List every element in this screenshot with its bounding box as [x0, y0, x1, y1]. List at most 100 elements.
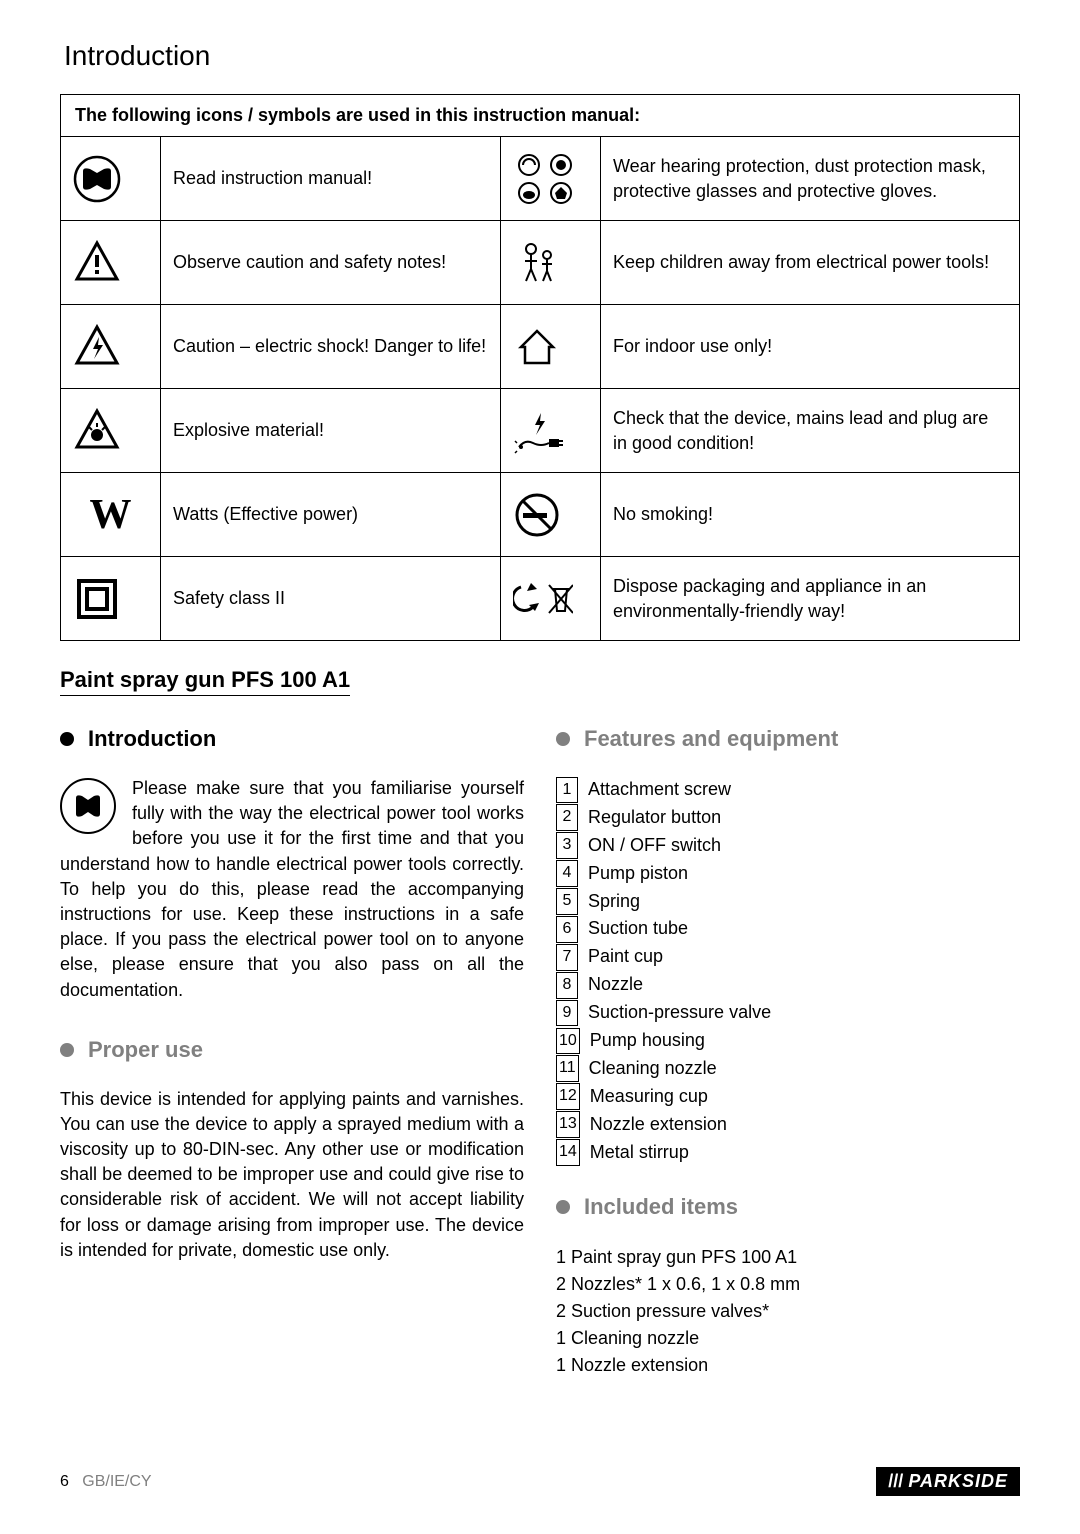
- feature-number: 4: [556, 860, 578, 887]
- symbol-icon: [501, 305, 601, 389]
- included-heading-text: Included items: [584, 1194, 738, 1220]
- table-row: Safety class II Dispose packaging and app…: [61, 557, 1020, 641]
- right-column: Features and equipment 1 Attachment screw…: [556, 726, 1020, 1379]
- features-list: 1 Attachment screw 2 Regulator button 3 ON / …: [556, 776, 1020, 1166]
- footer-region: GB/IE/CY: [82, 1473, 151, 1490]
- symbols-table: The following icons / symbols are used i…: [60, 94, 1020, 641]
- bullet-icon: [556, 1200, 570, 1214]
- symbol-icon: [501, 389, 601, 473]
- symbol-icon: [501, 557, 601, 641]
- intro-heading: Introduction: [60, 726, 524, 752]
- feature-label: Nozzle extension: [590, 1111, 727, 1139]
- symbol-icon: [61, 557, 161, 641]
- symbol-desc: For indoor use only!: [601, 305, 1020, 389]
- features-heading: Features and equipment: [556, 726, 1020, 752]
- symbol-desc: Caution – electric shock! Danger to life…: [161, 305, 501, 389]
- feature-label: Measuring cup: [590, 1083, 708, 1111]
- feature-item: 3 ON / OFF switch: [556, 832, 1020, 860]
- intro-text-block: Please make sure that you familiarise yo…: [60, 776, 524, 1003]
- included-item: 1 Paint spray gun PFS 100 A1: [556, 1244, 1020, 1271]
- footer: 6 GB/IE/CY PARKSIDE: [60, 1467, 1020, 1496]
- feature-item: 12 Measuring cup: [556, 1083, 1020, 1111]
- feature-item: 4 Pump piston: [556, 860, 1020, 888]
- feature-number: 3: [556, 832, 578, 859]
- feature-item: 14 Metal stirrup: [556, 1139, 1020, 1167]
- included-list: 1 Paint spray gun PFS 100 A12 Nozzles* 1…: [556, 1244, 1020, 1379]
- table-row: Explosive material! Check that the device…: [61, 389, 1020, 473]
- symbol-desc: Check that the device, mains lead and pl…: [601, 389, 1020, 473]
- page-number: 6: [60, 1473, 69, 1490]
- table-row: Read instruction manual! Wear hearing pro…: [61, 137, 1020, 221]
- symbol-desc: Explosive material!: [161, 389, 501, 473]
- feature-item: 8 Nozzle: [556, 971, 1020, 999]
- feature-number: 1: [556, 777, 578, 804]
- symbol-icon: [501, 137, 601, 221]
- table-header: The following icons / symbols are used i…: [61, 95, 1020, 137]
- proper-use-text: This device is intended for applying pai…: [60, 1087, 524, 1263]
- feature-number: 13: [556, 1111, 580, 1138]
- feature-number: 9: [556, 1000, 578, 1027]
- feature-item: 6 Suction tube: [556, 915, 1020, 943]
- feature-number: 14: [556, 1139, 580, 1166]
- feature-label: Pump piston: [588, 860, 688, 888]
- feature-label: Attachment screw: [588, 776, 731, 804]
- symbol-icon: W: [61, 473, 161, 557]
- feature-number: 8: [556, 972, 578, 999]
- feature-item: 7 Paint cup: [556, 943, 1020, 971]
- symbol-desc: Dispose packaging and appliance in an en…: [601, 557, 1020, 641]
- symbol-icon: [61, 305, 161, 389]
- feature-item: 1 Attachment screw: [556, 776, 1020, 804]
- table-row: Observe caution and safety notes! Keep ch…: [61, 221, 1020, 305]
- proper-use-heading: Proper use: [60, 1037, 524, 1063]
- symbol-icon: [61, 221, 161, 305]
- page-title: Introduction: [64, 40, 1020, 72]
- feature-item: 10 Pump housing: [556, 1027, 1020, 1055]
- intro-heading-text: Introduction: [88, 726, 216, 752]
- symbol-icon: [61, 389, 161, 473]
- feature-number: 7: [556, 944, 578, 971]
- proper-use-heading-text: Proper use: [88, 1037, 203, 1063]
- brand-logo: PARKSIDE: [876, 1467, 1020, 1496]
- included-heading: Included items: [556, 1194, 1020, 1220]
- symbol-desc: Watts (Effective power): [161, 473, 501, 557]
- feature-number: 11: [556, 1055, 579, 1082]
- symbol-desc: Read instruction manual!: [161, 137, 501, 221]
- product-title: Paint spray gun PFS 100 A1: [60, 667, 350, 696]
- feature-label: Cleaning nozzle: [589, 1055, 717, 1083]
- symbol-icon: [501, 473, 601, 557]
- included-item: 2 Suction pressure valves*: [556, 1298, 1020, 1325]
- feature-number: 10: [556, 1028, 580, 1055]
- footer-page: 6 GB/IE/CY: [60, 1473, 152, 1491]
- bullet-icon: [556, 732, 570, 746]
- feature-item: 13 Nozzle extension: [556, 1111, 1020, 1139]
- feature-label: Paint cup: [588, 943, 663, 971]
- feature-item: 2 Regulator button: [556, 804, 1020, 832]
- included-item: 1 Nozzle extension: [556, 1352, 1020, 1379]
- feature-item: 9 Suction-pressure valve: [556, 999, 1020, 1027]
- left-column: Introduction Please make sure that you f…: [60, 726, 524, 1379]
- bullet-icon: [60, 1043, 74, 1057]
- table-row: Caution – electric shock! Danger to life…: [61, 305, 1020, 389]
- feature-label: Metal stirrup: [590, 1139, 689, 1167]
- feature-label: Suction-pressure valve: [588, 999, 771, 1027]
- symbol-desc: No smoking!: [601, 473, 1020, 557]
- symbol-desc: Wear hearing protection, dust protection…: [601, 137, 1020, 221]
- symbol-desc: Keep children away from electrical power…: [601, 221, 1020, 305]
- symbol-desc: Observe caution and safety notes!: [161, 221, 501, 305]
- feature-label: ON / OFF switch: [588, 832, 721, 860]
- symbol-desc: Safety class II: [161, 557, 501, 641]
- intro-text: Please make sure that you familiarise yo…: [60, 778, 524, 1000]
- feature-label: Suction tube: [588, 915, 688, 943]
- feature-label: Nozzle: [588, 971, 643, 999]
- feature-number: 2: [556, 804, 578, 831]
- bullet-icon: [60, 732, 74, 746]
- included-item: 1 Cleaning nozzle: [556, 1325, 1020, 1352]
- read-manual-icon: [60, 778, 116, 834]
- feature-item: 11 Cleaning nozzle: [556, 1055, 1020, 1083]
- feature-label: Spring: [588, 888, 640, 916]
- feature-number: 6: [556, 916, 578, 943]
- feature-label: Regulator button: [588, 804, 721, 832]
- feature-item: 5Spring: [556, 888, 1020, 916]
- feature-number: 12: [556, 1083, 580, 1110]
- feature-label: Pump housing: [590, 1027, 705, 1055]
